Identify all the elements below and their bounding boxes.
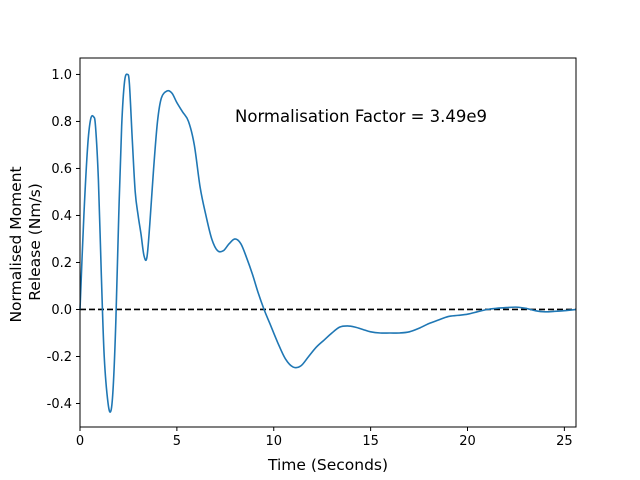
- x-tick-label: 15: [362, 434, 379, 449]
- x-tick-label: 0: [76, 434, 84, 449]
- x-tick-label: 5: [173, 434, 181, 449]
- y-axis-label-line-1: Normalised Moment: [7, 166, 25, 322]
- y-tick-label: 0.6: [51, 162, 72, 177]
- axis-ticks: 0 5 10 15 20 25 -0.4 -0.2 0.0 0.2 0.4 0.6 0.8 1.0: [47, 68, 573, 449]
- plot-frame: [79, 57, 577, 428]
- series-line-0: [79, 73, 577, 413]
- y-tick-label: 0.4: [51, 209, 72, 224]
- x-tick-label: 25: [556, 434, 573, 449]
- x-axis-label: Time (Seconds): [267, 456, 388, 474]
- y-axis-label-line-2: Release (Nm/s): [26, 183, 44, 301]
- y-tick-label: 0.8: [51, 115, 72, 130]
- annotation-text: Normalisation Factor = 3.49e9: [235, 107, 487, 126]
- y-tick-label: -0.4: [47, 397, 72, 412]
- x-tick-label: 10: [265, 434, 282, 449]
- plot-content: [79, 73, 577, 413]
- x-tick-label: 20: [459, 434, 476, 449]
- y-tick-label: 0.0: [51, 303, 72, 318]
- y-axis-label: Normalised Moment Release (Nm/s): [7, 161, 44, 322]
- y-tick-label: -0.2: [47, 350, 72, 365]
- y-tick-label: 1.0: [51, 68, 72, 83]
- y-tick-label: 0.2: [51, 256, 72, 271]
